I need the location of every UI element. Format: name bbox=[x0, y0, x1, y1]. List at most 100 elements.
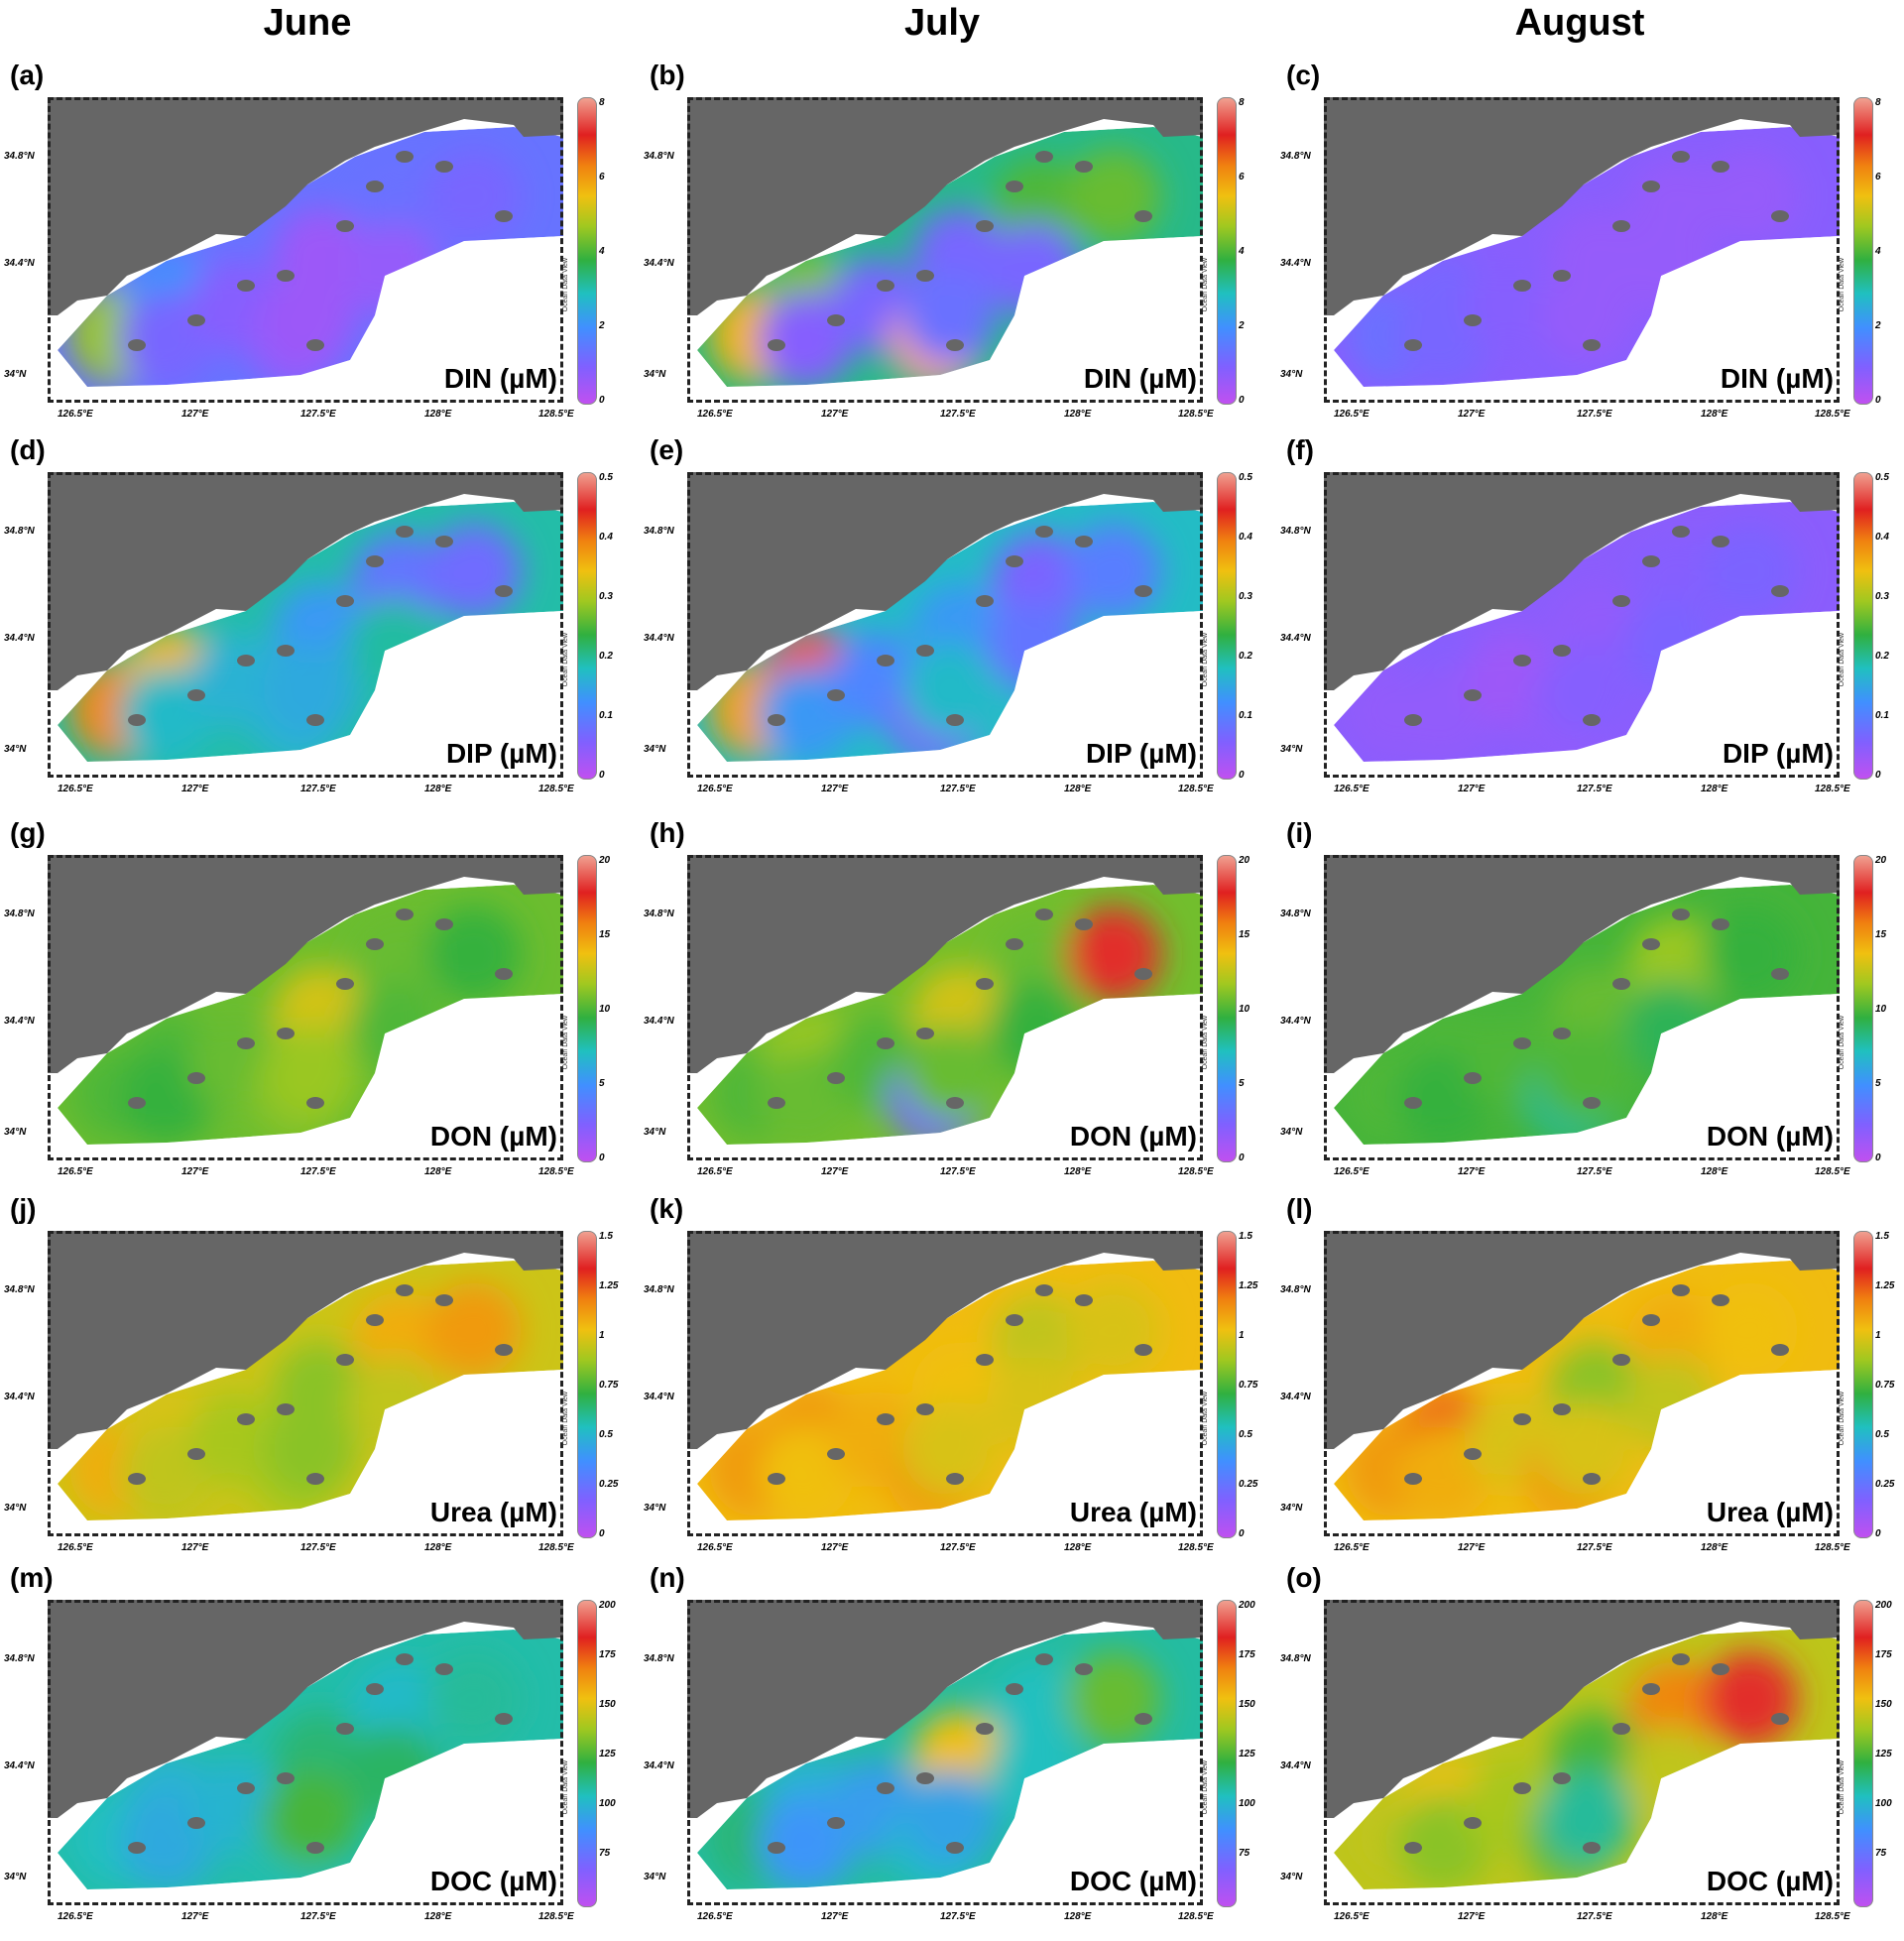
lon-tick-label: 126.5°E bbox=[697, 1542, 733, 1553]
island bbox=[1006, 181, 1023, 192]
lon-tick-label: 127.5°E bbox=[1577, 409, 1612, 420]
colorbar-tick-label: 0.5 bbox=[1875, 472, 1889, 483]
island bbox=[495, 1344, 513, 1356]
map-panel: (e) DIP (µM) 34.8°N 34.4°N 34°N 126.5°E 127°E 1… bbox=[640, 434, 1274, 813]
panel-label: (f) bbox=[1286, 434, 1314, 465]
lon-tick-label: 127.5°E bbox=[1577, 1166, 1612, 1177]
station-blob bbox=[263, 1026, 358, 1121]
lon-tick-label: 127°E bbox=[821, 409, 849, 420]
lon-tick-label: 128°E bbox=[1701, 1542, 1728, 1553]
station-blob bbox=[1539, 1401, 1634, 1497]
lat-tick-label: 34.8°N bbox=[1280, 526, 1311, 537]
lat-tick-label: 34.4°N bbox=[4, 1760, 35, 1771]
map-panel: (g) DON (µM) 34.8°N 34.4°N 34°N 126.5°E 127°E 1… bbox=[0, 817, 635, 1196]
variable-label: DON (µM) bbox=[1069, 1121, 1197, 1152]
island bbox=[1771, 1344, 1789, 1356]
island bbox=[237, 1782, 255, 1794]
island bbox=[976, 1354, 994, 1366]
map-area bbox=[48, 1600, 563, 1905]
lat-tick-label: 34°N bbox=[644, 369, 666, 380]
island bbox=[277, 1772, 295, 1784]
map-area bbox=[687, 97, 1203, 403]
colorbar-tick-label: 20 bbox=[1875, 855, 1887, 866]
variable-label: DIP (µM) bbox=[1085, 738, 1197, 769]
colorbar-tick-label: 2 bbox=[1239, 320, 1245, 331]
island bbox=[306, 339, 324, 351]
odv-credit: Ocean Data View bbox=[562, 633, 569, 687]
lon-tick-label: 126.5°E bbox=[1334, 784, 1369, 794]
panel-label: (n) bbox=[650, 1562, 685, 1593]
lon-tick-label: 127.5°E bbox=[940, 1911, 976, 1922]
station-blob bbox=[902, 643, 998, 738]
island bbox=[237, 1037, 255, 1049]
island bbox=[1134, 585, 1152, 597]
island bbox=[1035, 909, 1053, 920]
lat-tick-label: 34.8°N bbox=[4, 1653, 35, 1664]
island bbox=[306, 1097, 324, 1109]
island bbox=[435, 1663, 453, 1675]
colorbar-tick-label: 5 bbox=[1239, 1078, 1245, 1089]
lon-tick-label: 127°E bbox=[181, 1166, 209, 1177]
island bbox=[435, 161, 453, 173]
island bbox=[396, 909, 414, 920]
lon-tick-label: 126.5°E bbox=[697, 784, 733, 794]
lat-tick-label: 34.4°N bbox=[1280, 1392, 1311, 1402]
land-mass bbox=[48, 472, 563, 690]
lon-tick-label: 126.5°E bbox=[1334, 1542, 1369, 1553]
colorbar-tick-label: 1 bbox=[1875, 1330, 1881, 1341]
panel-label: (j) bbox=[10, 1193, 37, 1224]
lon-tick-label: 128.5°E bbox=[1178, 784, 1214, 794]
station-blob bbox=[1539, 1770, 1634, 1866]
island bbox=[946, 714, 964, 726]
lon-tick-label: 127.5°E bbox=[300, 784, 336, 794]
odv-credit: Ocean Data View bbox=[562, 1016, 569, 1070]
colorbar-tick-label: 0 bbox=[1875, 395, 1881, 406]
colorbar bbox=[1217, 472, 1237, 780]
colorbar-tick-label: 75 bbox=[1239, 1848, 1250, 1859]
panel-label: (o) bbox=[1286, 1562, 1322, 1593]
island bbox=[1035, 526, 1053, 538]
island bbox=[435, 1294, 453, 1306]
colorbar-tick-label: 0.75 bbox=[599, 1380, 619, 1391]
colorbar-tick-label: 0.5 bbox=[599, 472, 613, 483]
lat-tick-label: 34.8°N bbox=[644, 526, 674, 537]
lat-tick-label: 34.8°N bbox=[644, 1653, 674, 1664]
colorbar-tick-label: 0.25 bbox=[1239, 1479, 1258, 1490]
variable-label: DIN (µM) bbox=[1720, 363, 1834, 394]
island bbox=[366, 1314, 384, 1326]
island bbox=[336, 1354, 354, 1366]
map-area bbox=[1324, 1231, 1840, 1536]
lon-tick-label: 128°E bbox=[424, 1542, 452, 1553]
colorbar-tick-label: 0 bbox=[1239, 1528, 1245, 1539]
map-panel: (d) DIP (µM) 34.8°N 34.4°N 34°N 126.5°E 127°E 1… bbox=[0, 434, 635, 813]
station-blob bbox=[987, 1726, 1082, 1821]
station-blob bbox=[1623, 981, 1719, 1076]
lon-tick-label: 128°E bbox=[424, 409, 452, 420]
colorbar bbox=[1217, 1231, 1237, 1538]
lon-tick-label: 127.5°E bbox=[940, 1166, 976, 1177]
lat-tick-label: 34.4°N bbox=[644, 258, 674, 269]
lat-tick-label: 34.8°N bbox=[1280, 1653, 1311, 1664]
lon-tick-label: 128.5°E bbox=[1178, 1911, 1214, 1922]
island bbox=[187, 689, 205, 701]
odv-credit: Ocean Data View bbox=[1839, 1016, 1845, 1070]
lon-tick-label: 128.5°E bbox=[1815, 409, 1850, 420]
colorbar bbox=[1217, 1600, 1237, 1907]
island bbox=[1513, 280, 1531, 292]
concentration-map bbox=[687, 855, 1203, 1145]
island bbox=[396, 1284, 414, 1296]
lat-tick-label: 34.4°N bbox=[644, 1760, 674, 1771]
island bbox=[1672, 1653, 1690, 1665]
island bbox=[768, 1473, 785, 1485]
lon-tick-label: 127.5°E bbox=[940, 784, 976, 794]
lon-tick-label: 126.5°E bbox=[1334, 1166, 1369, 1177]
island bbox=[1712, 1294, 1729, 1306]
concentration-map bbox=[687, 97, 1203, 387]
concentration-map bbox=[687, 1231, 1203, 1520]
island bbox=[1553, 270, 1571, 282]
column-title-june: June bbox=[263, 2, 352, 44]
colorbar-tick-label: 175 bbox=[1239, 1649, 1255, 1660]
island bbox=[1612, 220, 1630, 232]
island bbox=[366, 181, 384, 192]
colorbar-tick-label: 200 bbox=[1239, 1600, 1255, 1611]
